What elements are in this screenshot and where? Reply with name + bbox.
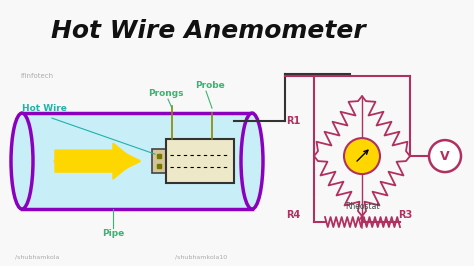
Text: Probe: Probe <box>195 81 225 90</box>
Text: Hot Wire: Hot Wire <box>22 104 67 113</box>
Circle shape <box>344 138 380 174</box>
Text: Hot Wire Anemometer: Hot Wire Anemometer <box>51 19 366 43</box>
Text: R4: R4 <box>286 210 300 220</box>
Bar <box>152 149 166 173</box>
Circle shape <box>429 140 461 172</box>
Text: Pipe: Pipe <box>102 229 124 238</box>
Bar <box>22 113 252 209</box>
Text: /shubhamkola10: /shubhamkola10 <box>175 254 227 259</box>
Text: ifinfotech: ifinfotech <box>20 73 53 79</box>
Text: R3: R3 <box>398 210 412 220</box>
Ellipse shape <box>11 113 33 209</box>
Text: Prongs: Prongs <box>148 89 183 98</box>
Text: /shubhamkola: /shubhamkola <box>15 254 59 259</box>
Bar <box>166 139 234 183</box>
FancyArrow shape <box>55 143 135 179</box>
Text: R1: R1 <box>286 116 300 126</box>
Ellipse shape <box>241 113 263 209</box>
Text: Rheostat: Rheostat <box>345 202 380 211</box>
Text: V: V <box>440 149 450 163</box>
